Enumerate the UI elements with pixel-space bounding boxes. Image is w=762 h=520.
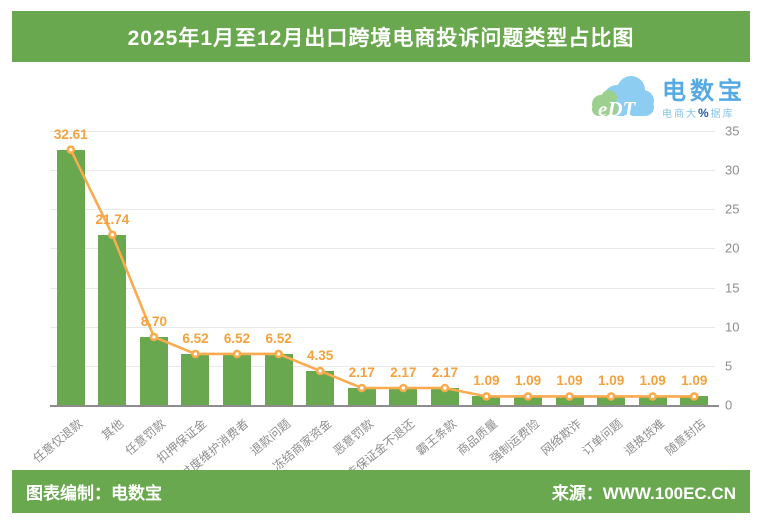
line-marker	[482, 392, 491, 401]
bar-过度维护消费者	[223, 353, 252, 405]
y-axis-label: 0	[725, 397, 733, 413]
footer-credit: 图表编制：电数宝	[26, 484, 162, 503]
chart-area: 0 5 10 15 20 25 30 35 32.61 21.74 8.70 6.52 6.52 6.52…	[30, 124, 739, 489]
data-label: 21.74	[95, 211, 130, 227]
line-marker	[66, 145, 76, 155]
line-marker	[648, 392, 657, 401]
data-label: 2.17	[431, 365, 458, 381]
data-label: 1.09	[514, 373, 542, 389]
data-label: 2.17	[390, 365, 417, 381]
percent-glyph: %	[698, 106, 711, 121]
line-marker	[606, 392, 616, 401]
footer-bar: 图表编制：电数宝 来源：WWW.100EC.CN	[12, 470, 750, 513]
y-axis-label: 35	[725, 123, 740, 139]
cloud-icon: eDT	[590, 72, 656, 127]
data-label: 2.17	[348, 365, 375, 381]
data-label: 4.35	[307, 347, 334, 363]
data-label: 32.61	[53, 126, 88, 142]
data-label: 6.52	[265, 330, 292, 346]
y-axis-label: 25	[725, 201, 740, 217]
bar-扣押保证金	[181, 353, 210, 405]
gridline	[50, 131, 715, 132]
bar-冻结商家资金	[306, 370, 335, 405]
y-axis-label: 5	[725, 358, 733, 374]
bar-任意罚款	[139, 336, 168, 405]
brand-text: 电数宝 电商大%据库	[662, 77, 746, 121]
data-label: 6.52	[182, 330, 209, 346]
data-label: 1.09	[556, 373, 583, 389]
y-axis-label: 20	[725, 240, 740, 256]
svg-text:eDT: eDT	[598, 97, 636, 121]
line-marker	[232, 349, 242, 359]
y-axis-label: 15	[725, 280, 740, 296]
data-label: 1.09	[681, 373, 708, 389]
footer-source: 来源：WWW.100EC.CN	[551, 484, 736, 503]
line-series	[66, 145, 699, 401]
data-label: 8.70	[140, 313, 168, 329]
line-marker	[315, 366, 325, 376]
line-marker	[689, 392, 699, 401]
line-marker	[108, 230, 117, 240]
brand-subtitle: 电商大%据库	[662, 106, 735, 121]
line-marker	[149, 332, 159, 342]
bar-恶意罚款	[347, 388, 376, 405]
y-axis-label: 30	[725, 162, 740, 178]
data-label: 1.09	[639, 373, 666, 389]
gridline	[50, 170, 715, 172]
y-axis-label: 10	[725, 319, 740, 335]
gridline	[50, 326, 715, 328]
line-marker	[565, 392, 574, 401]
bar-任意仅退款	[56, 149, 85, 405]
header-bar: 2025年1月至12月出口跨境电商投诉问题类型占比图	[12, 11, 750, 62]
gridline	[50, 365, 715, 367]
line-marker	[398, 383, 408, 393]
gridline	[50, 209, 715, 211]
line-marker	[274, 349, 283, 359]
data-label: 1.09	[473, 373, 500, 389]
gridline	[50, 287, 715, 289]
bar-退店保证金不退还	[389, 388, 418, 405]
line-marker	[191, 349, 200, 359]
line-marker	[523, 392, 533, 401]
bar-退款问题	[264, 353, 293, 405]
brand-name: 电数宝	[662, 77, 746, 105]
bar-其他	[98, 234, 127, 405]
brand-logo: eDT 电数宝 电商大%据库	[590, 72, 746, 127]
line-marker	[440, 383, 450, 393]
line-marker	[357, 383, 367, 393]
data-label: 1.09	[597, 373, 625, 389]
x-axis-line	[50, 405, 719, 407]
data-label: 6.52	[223, 330, 251, 346]
bar-霸王条款	[430, 388, 459, 405]
gridline	[50, 248, 715, 250]
page-title: 2025年1月至12月出口跨境电商投诉问题类型占比图	[127, 26, 635, 50]
